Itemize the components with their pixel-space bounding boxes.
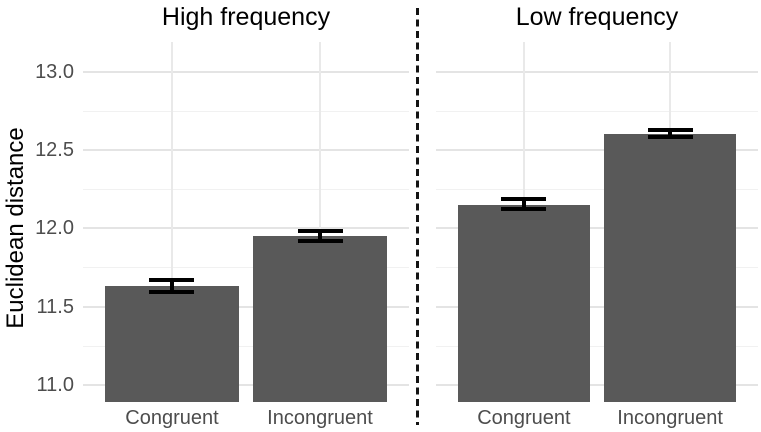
minor-gridline: [436, 189, 758, 191]
error-bar-line: [668, 129, 673, 138]
bar-incongruent: [604, 134, 737, 402]
major-gridline: [436, 383, 758, 386]
facet-title-low-frequency: Low frequency: [515, 3, 679, 31]
vertical-gridline: [319, 42, 321, 402]
error-bar-line: [521, 198, 526, 210]
y-tick-label: 12.5: [35, 139, 74, 161]
major-gridline: [83, 70, 409, 73]
minor-gridline: [83, 267, 409, 269]
minor-gridline: [83, 345, 409, 347]
error-bar-cap: [647, 135, 693, 140]
x-tick-label: Incongruent: [267, 407, 373, 429]
major-gridline: [83, 149, 409, 151]
major-gridline: [83, 383, 409, 386]
error-bar-cap: [501, 207, 547, 212]
major-gridline: [436, 70, 758, 73]
error-bar-cap: [149, 290, 195, 295]
facet-title-high-frequency: High frequency: [161, 3, 331, 31]
facet-divider-dashed-line: [416, 8, 419, 425]
minor-gridline: [83, 189, 409, 191]
error-bar-line: [318, 231, 322, 241]
vertical-gridline: [170, 42, 173, 402]
minor-gridline: [436, 345, 758, 347]
error-bar-cap: [501, 196, 547, 201]
y-tick-label: 11.5: [36, 295, 74, 318]
minor-gridline: [83, 110, 409, 112]
error-bar-cap: [297, 238, 343, 243]
major-gridline: [436, 227, 758, 230]
error-bar-cap: [647, 127, 693, 132]
panel-high-frequency: Congruent Incongruent: [83, 42, 409, 429]
bar-incongruent: [253, 236, 387, 402]
error-bar-cap: [297, 229, 343, 234]
y-tick-label: 13.0: [35, 60, 74, 83]
minor-gridline: [436, 267, 758, 269]
minor-gridline: [436, 110, 758, 112]
y-tick-label: 12.0: [35, 217, 74, 240]
error-bar-cap: [149, 277, 195, 282]
x-tick-label: Congruent: [477, 407, 571, 429]
major-gridline: [436, 305, 758, 308]
error-bar-line: [169, 279, 174, 293]
bar-congruent: [457, 204, 590, 402]
y-tick-label: 11.0: [36, 373, 74, 396]
x-tick-label: Congruent: [125, 407, 219, 429]
bar-congruent: [105, 286, 239, 402]
x-tick-label: Incongruent: [617, 407, 723, 429]
major-gridline: [83, 227, 409, 230]
major-gridline: [436, 149, 758, 151]
panel-low-frequency: Congruent Incongruent: [436, 42, 758, 429]
major-gridline: [83, 305, 409, 308]
